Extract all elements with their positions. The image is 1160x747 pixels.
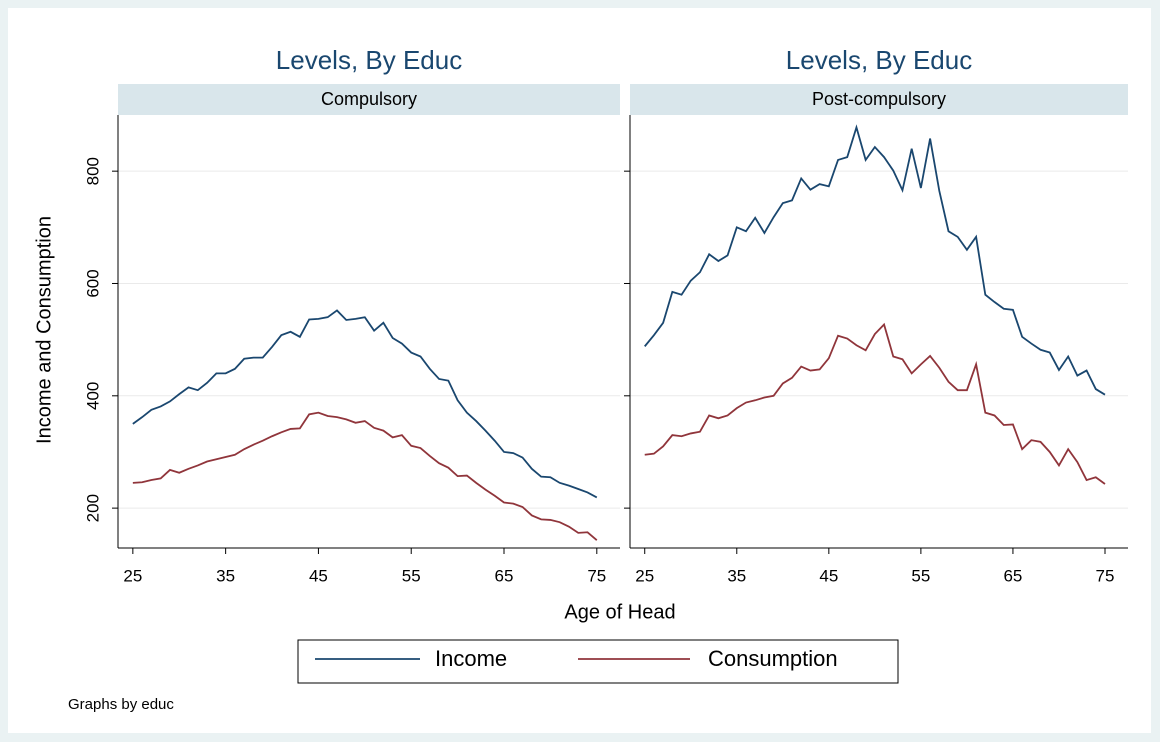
y-tick-label: 400 xyxy=(83,382,102,410)
x-tick-label: 55 xyxy=(911,566,930,585)
x-tick-label: 25 xyxy=(635,566,654,585)
series-line xyxy=(644,124,1106,396)
y-tick-label: 600 xyxy=(83,269,102,297)
note: Graphs by educ xyxy=(68,696,174,713)
panel-title: Levels, By Educ xyxy=(276,45,462,75)
series-line xyxy=(132,411,598,541)
x-tick-label: 75 xyxy=(1096,566,1115,585)
x-tick-label: 25 xyxy=(123,566,142,585)
strip xyxy=(118,84,620,115)
legend-label: Income xyxy=(435,646,507,671)
x-tick-label: 45 xyxy=(819,566,838,585)
strip xyxy=(630,84,1128,115)
graph-region xyxy=(8,8,1151,733)
x-axis-label: Age of Head xyxy=(564,601,675,623)
x-tick-label: 35 xyxy=(216,566,235,585)
legend-label: Consumption xyxy=(708,646,838,671)
y-axis-label: Income and Consumption xyxy=(33,216,55,444)
y-tick-label: 200 xyxy=(83,494,102,522)
panel-subtitle: Compulsory xyxy=(321,89,417,109)
series-line xyxy=(132,309,598,499)
x-tick-label: 55 xyxy=(402,566,421,585)
x-tick-label: 65 xyxy=(1003,566,1022,585)
panel-subtitle: Post-compulsory xyxy=(812,89,946,109)
panel-title: Levels, By Educ xyxy=(786,45,972,75)
x-tick-label: 45 xyxy=(309,566,328,585)
x-tick-label: 35 xyxy=(727,566,746,585)
series-line xyxy=(644,322,1106,485)
x-tick-label: 75 xyxy=(587,566,606,585)
y-tick-label: 800 xyxy=(83,157,102,185)
x-tick-label: 65 xyxy=(495,566,514,585)
legend xyxy=(297,639,899,684)
